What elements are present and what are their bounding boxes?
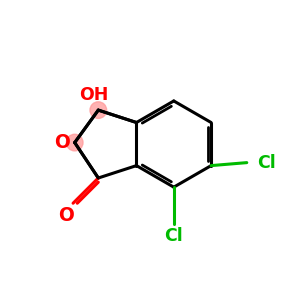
Text: OH: OH bbox=[79, 86, 109, 104]
Circle shape bbox=[66, 134, 83, 151]
Text: O: O bbox=[58, 206, 74, 225]
Text: Cl: Cl bbox=[164, 226, 183, 244]
Text: Cl: Cl bbox=[257, 154, 275, 172]
Text: O: O bbox=[54, 133, 70, 152]
Circle shape bbox=[90, 102, 106, 118]
